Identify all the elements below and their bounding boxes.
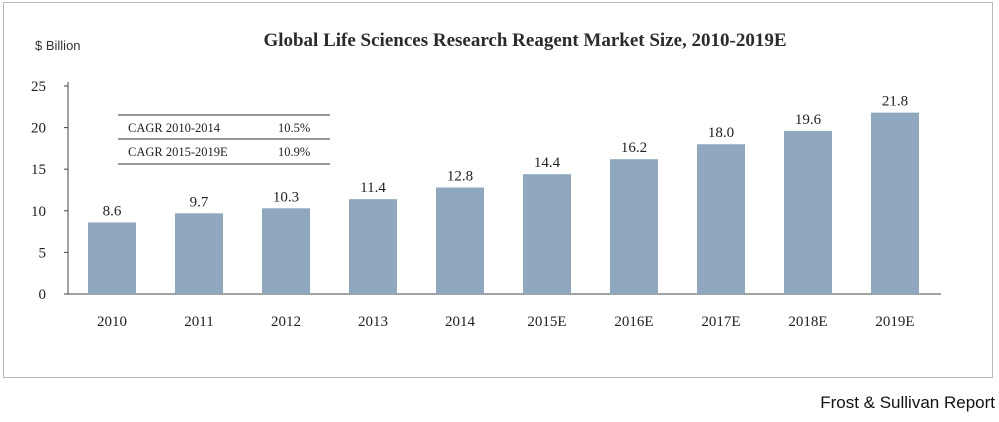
x-tick-label: 2016E	[614, 314, 653, 330]
bar	[697, 144, 745, 294]
x-tick-label: 2012	[271, 314, 301, 330]
bar-value-label: 11.4	[360, 180, 386, 196]
cagr-label: CAGR 2015-2019E	[128, 145, 228, 159]
x-tick-label: 2014	[445, 314, 476, 330]
source-credit: Frost & Sullivan Report	[820, 393, 995, 412]
bar	[175, 213, 223, 294]
cagr-label: CAGR 2010-2014	[128, 121, 221, 135]
bar-value-label: 21.8	[882, 94, 908, 110]
cagr-value: 10.9%	[278, 145, 310, 159]
x-tick-label: 2015E	[527, 314, 566, 330]
bar-value-label: 9.7	[190, 194, 209, 210]
cagr-value: 10.5%	[278, 121, 310, 135]
y-axis-unit-label: $ Billion	[35, 38, 81, 53]
x-tick-label: 2010	[97, 314, 127, 330]
y-tick-label: 15	[31, 162, 46, 178]
bar	[523, 174, 571, 294]
bar	[262, 208, 310, 294]
chart-title: Global Life Sciences Research Reagent Ma…	[263, 30, 787, 51]
y-tick-label: 0	[39, 287, 47, 303]
bar-value-label: 16.2	[621, 140, 647, 156]
x-tick-label: 2019E	[875, 314, 914, 330]
bar	[784, 130, 832, 294]
x-tick-label: 2013	[358, 314, 388, 330]
x-tick-label: 2018E	[788, 314, 827, 330]
bar	[436, 187, 484, 294]
bar-value-label: 10.3	[273, 189, 299, 205]
bar	[871, 112, 919, 295]
y-tick-label: 25	[31, 79, 46, 95]
bar-value-label: 14.4	[534, 155, 561, 171]
bar-value-label: 19.6	[795, 112, 822, 128]
y-tick-label: 10	[31, 204, 46, 220]
bar	[610, 159, 658, 294]
y-tick-label: 20	[31, 121, 46, 137]
bar	[88, 222, 136, 294]
y-tick-label: 5	[39, 245, 47, 261]
bar-value-label: 18.0	[708, 125, 734, 141]
x-tick-label: 2017E	[701, 314, 740, 330]
bar	[349, 199, 397, 294]
bar-value-label: 8.6	[103, 203, 122, 219]
x-tick-label: 2011	[184, 314, 213, 330]
bar-value-label: 12.8	[447, 169, 473, 185]
